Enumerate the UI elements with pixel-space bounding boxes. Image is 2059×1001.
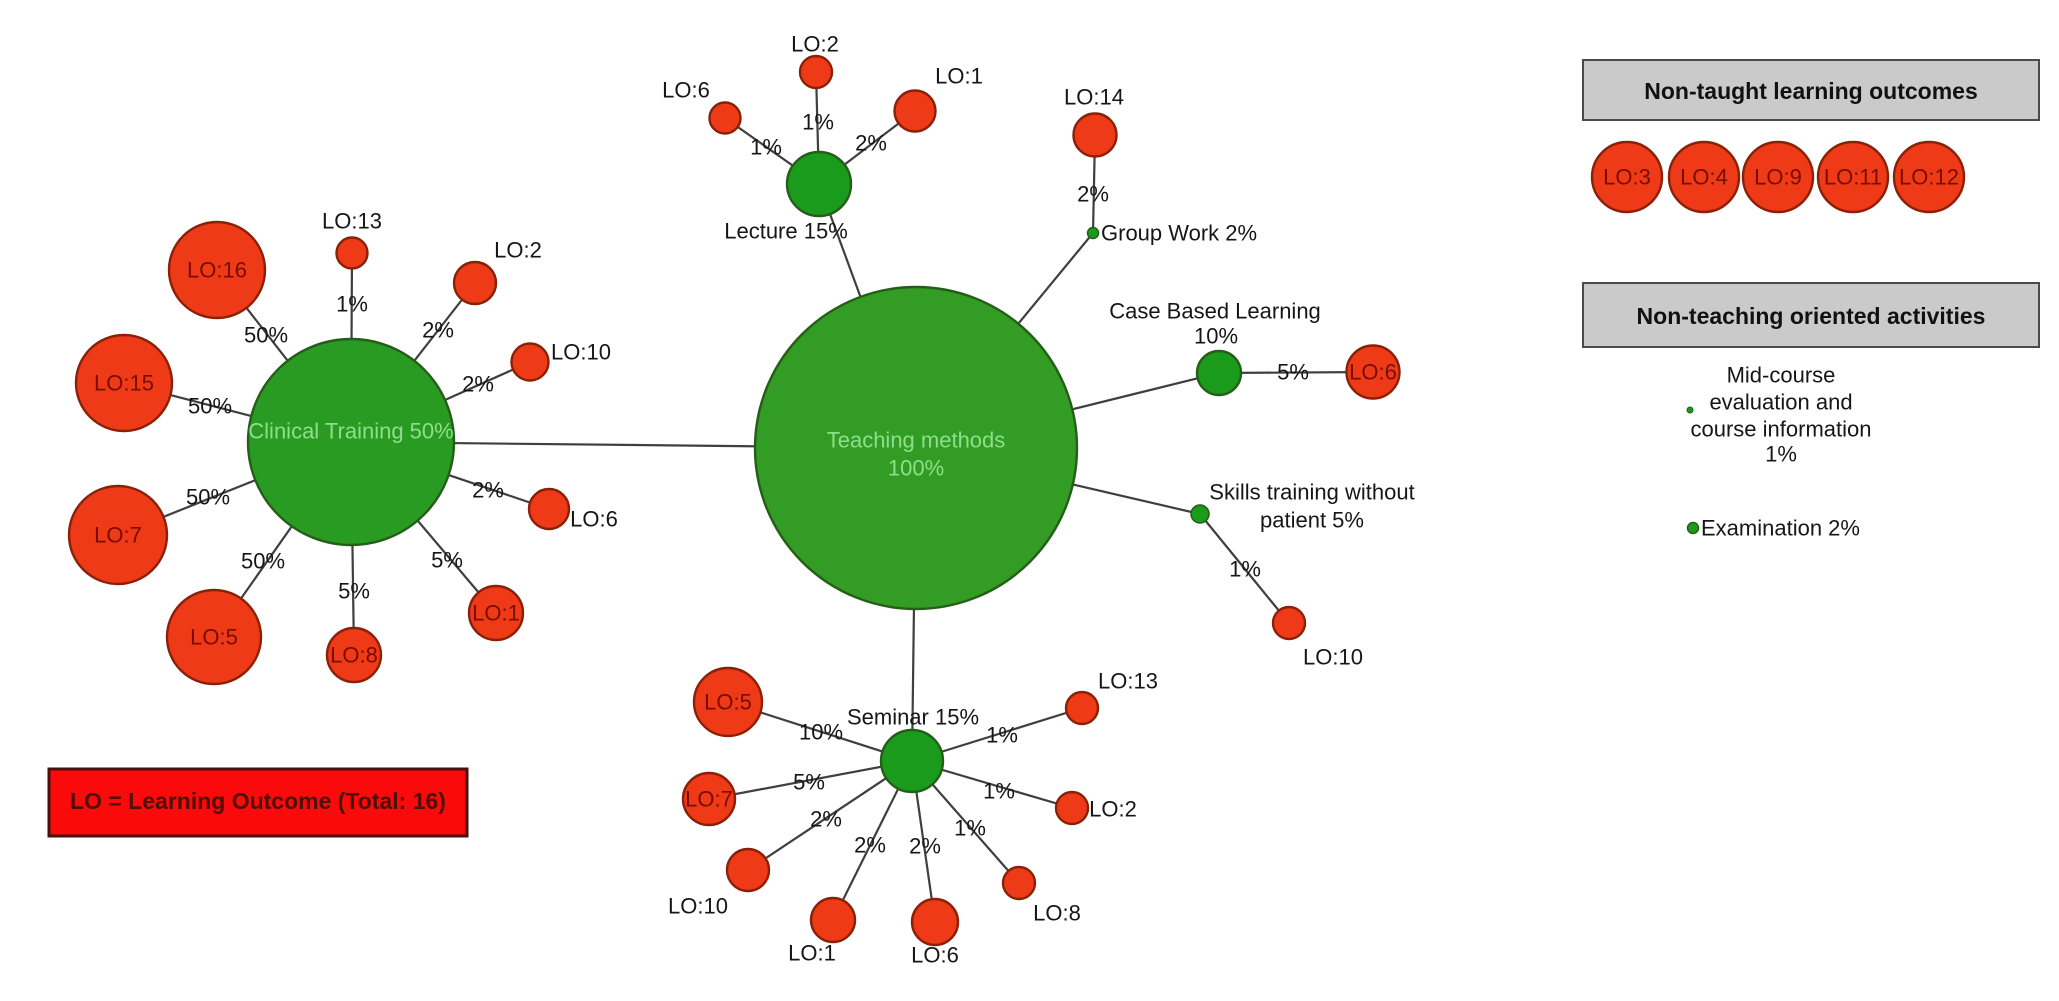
svg-text:2%: 2% [1077, 182, 1109, 207]
svg-text:Teaching methods: Teaching methods [827, 428, 1006, 453]
svg-text:5%: 5% [793, 770, 825, 795]
svg-text:LO:1: LO:1 [935, 64, 983, 89]
svg-text:evaluation and: evaluation and [1709, 390, 1852, 415]
svg-text:5%: 5% [1277, 360, 1309, 385]
svg-text:2%: 2% [810, 807, 842, 832]
svg-text:Examination 2%: Examination 2% [1701, 516, 1860, 541]
svg-text:5%: 5% [338, 579, 370, 604]
svg-text:LO:15: LO:15 [94, 371, 154, 396]
svg-text:10%: 10% [799, 720, 843, 745]
svg-text:LO:13: LO:13 [1098, 669, 1158, 694]
svg-text:Case Based Learning: Case Based Learning [1109, 299, 1321, 324]
svg-text:LO:10: LO:10 [668, 894, 728, 919]
svg-text:5%: 5% [431, 548, 463, 573]
svg-text:LO:14: LO:14 [1064, 85, 1124, 110]
svg-text:Non-taught learning outcomes: Non-taught learning outcomes [1644, 78, 1978, 104]
svg-text:100%: 100% [888, 456, 944, 481]
svg-text:LO:1: LO:1 [472, 601, 520, 626]
svg-text:1%: 1% [954, 816, 986, 841]
svg-text:LO:10: LO:10 [1303, 645, 1363, 670]
svg-text:LO = Learning Outcome (Total:: LO = Learning Outcome (Total: 16) [70, 788, 446, 814]
svg-text:LO:6: LO:6 [570, 507, 618, 532]
svg-text:Group Work 2%: Group Work 2% [1101, 221, 1257, 246]
svg-text:1%: 1% [802, 110, 834, 135]
svg-text:1%: 1% [1765, 442, 1797, 467]
svg-text:Lecture 15%: Lecture 15% [724, 219, 848, 244]
svg-text:1%: 1% [750, 135, 782, 160]
svg-text:LO:13: LO:13 [322, 209, 382, 234]
svg-text:LO:1: LO:1 [788, 941, 836, 966]
svg-text:LO:10: LO:10 [551, 340, 611, 365]
svg-text:LO:8: LO:8 [330, 643, 378, 668]
svg-text:LO:2: LO:2 [791, 32, 839, 57]
svg-text:Mid-course: Mid-course [1727, 363, 1836, 388]
svg-text:Skills training without: Skills training without [1209, 480, 1414, 505]
svg-text:LO:2: LO:2 [494, 238, 542, 263]
svg-text:LO:6: LO:6 [662, 78, 710, 103]
svg-text:1%: 1% [983, 779, 1015, 804]
svg-text:Clinical Training 50%: Clinical Training 50% [248, 419, 453, 444]
svg-text:50%: 50% [186, 485, 230, 510]
svg-text:1%: 1% [986, 723, 1018, 748]
svg-text:50%: 50% [241, 549, 285, 574]
svg-text:LO:6: LO:6 [911, 943, 959, 968]
svg-text:50%: 50% [188, 394, 232, 419]
svg-text:2%: 2% [462, 372, 494, 397]
svg-text:Non-teaching oriented activiti: Non-teaching oriented activities [1637, 303, 1986, 329]
svg-text:2%: 2% [854, 833, 886, 858]
svg-text:LO:11: LO:11 [1824, 165, 1882, 190]
svg-text:LO:3: LO:3 [1603, 165, 1651, 190]
svg-text:LO:7: LO:7 [685, 787, 733, 812]
svg-text:patient 5%: patient 5% [1260, 508, 1364, 533]
svg-text:LO:9: LO:9 [1754, 165, 1802, 190]
svg-text:course information: course information [1691, 417, 1872, 442]
svg-text:2%: 2% [472, 478, 504, 503]
svg-text:2%: 2% [422, 318, 454, 343]
svg-text:LO:7: LO:7 [94, 523, 142, 548]
svg-text:1%: 1% [1229, 557, 1261, 582]
svg-text:LO:5: LO:5 [190, 625, 238, 650]
svg-text:2%: 2% [909, 834, 941, 859]
svg-text:LO:8: LO:8 [1033, 901, 1081, 926]
svg-text:50%: 50% [244, 323, 288, 348]
svg-text:LO:5: LO:5 [704, 690, 752, 715]
svg-text:10%: 10% [1194, 324, 1238, 349]
svg-text:LO:16: LO:16 [187, 258, 247, 283]
svg-text:LO:2: LO:2 [1089, 797, 1137, 822]
svg-text:1%: 1% [336, 292, 368, 317]
svg-text:LO:6: LO:6 [1349, 360, 1397, 385]
svg-text:LO:12: LO:12 [1899, 165, 1959, 190]
svg-text:2%: 2% [855, 131, 887, 156]
svg-text:LO:4: LO:4 [1680, 165, 1728, 190]
svg-text:Seminar 15%: Seminar 15% [847, 705, 979, 730]
